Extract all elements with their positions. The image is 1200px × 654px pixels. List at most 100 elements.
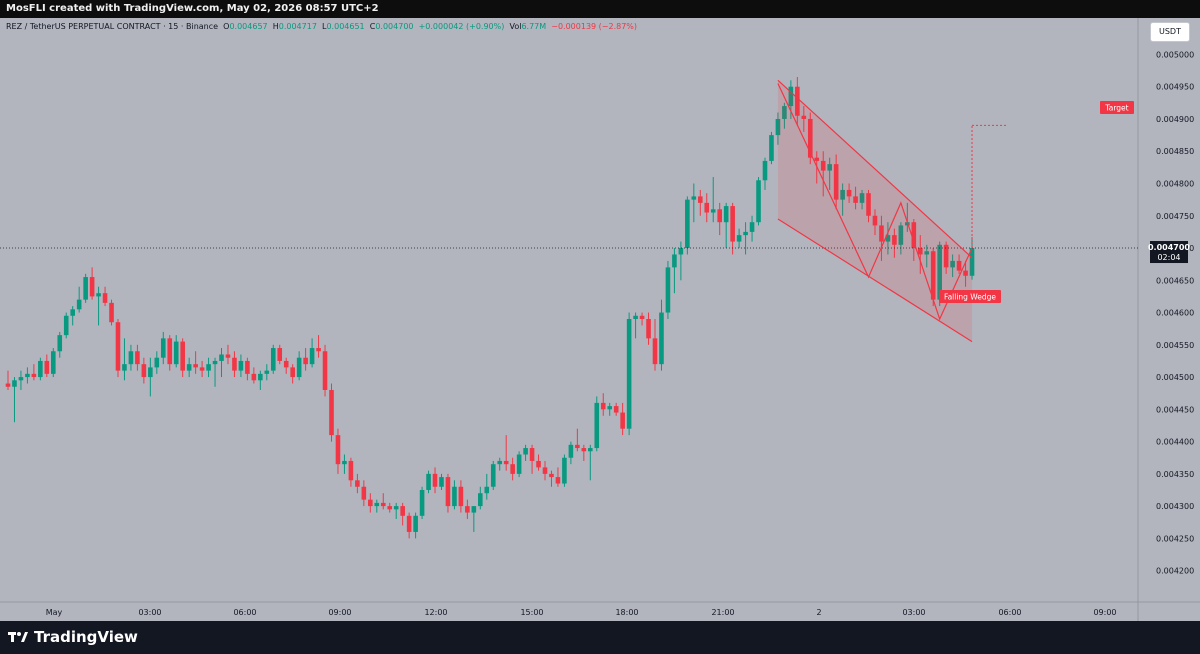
candle-body: [659, 312, 664, 365]
candle-body: [536, 460, 541, 468]
candle-body: [270, 348, 276, 371]
current-price-value: 0.004700: [1148, 243, 1190, 252]
candle-body: [807, 118, 813, 158]
candle-body: [199, 367, 205, 371]
candle-body: [704, 202, 710, 213]
brand-text: TradingView: [34, 628, 138, 646]
candle-body: [154, 357, 160, 368]
candle-body: [756, 180, 761, 223]
candle-body: [18, 377, 24, 381]
y-tick-label: 0.004500: [1156, 373, 1194, 382]
candle-body: [600, 402, 606, 410]
x-tick-label: 09:00: [1093, 608, 1116, 617]
candle-body: [277, 348, 283, 361]
candle-body: [879, 225, 884, 242]
candle-body: [956, 260, 962, 271]
candle-body: [167, 338, 173, 365]
candle-body: [697, 196, 703, 203]
candle-body: [212, 360, 218, 365]
candle-body: [943, 244, 949, 268]
candle-body: [89, 277, 95, 297]
pattern-label-box: [939, 290, 1001, 303]
y-tick-label: 0.004250: [1156, 534, 1194, 543]
candle-body: [445, 477, 451, 507]
price-chart[interactable]: 0.004200 0.004250 0.004300 0.004350 0.004400…: [0, 18, 1200, 621]
y-tick-label: 0.004350: [1156, 470, 1194, 479]
open-label: O: [223, 22, 230, 31]
candle-body: [730, 206, 735, 242]
candle-body: [31, 373, 37, 378]
candle-body: [387, 506, 393, 510]
target-label-box: [1100, 101, 1134, 114]
candle-body: [846, 189, 852, 197]
candle-body: [406, 515, 412, 532]
candle-body: [542, 467, 548, 474]
low-label: L: [322, 22, 327, 31]
wedge-lower-line: [777, 218, 973, 343]
candle-body: [355, 480, 360, 487]
currency-button[interactable]: USDT: [1150, 22, 1190, 42]
candle-body: [743, 231, 748, 236]
candle-body: [575, 444, 580, 449]
x-tick-label: 12:00: [424, 608, 447, 617]
candle-body: [672, 254, 677, 268]
tradingview-brand[interactable]: TradingView: [8, 628, 138, 646]
candle-body: [562, 457, 567, 484]
candle-body: [510, 464, 515, 474]
candle-body: [678, 248, 684, 255]
candle-body: [258, 373, 263, 381]
candle-body: [749, 222, 755, 232]
chart-frame[interactable]: 0.004200 0.004250 0.004300 0.004350 0.004400…: [0, 18, 1200, 621]
candle-body: [652, 338, 658, 365]
candle-body: [892, 235, 897, 245]
candle-body: [76, 299, 82, 310]
vol-value: 6.77M: [521, 22, 547, 31]
candle-body: [723, 206, 729, 223]
candle-body: [490, 464, 496, 487]
candle-body: [452, 486, 457, 507]
candle-body: [917, 248, 923, 255]
candle-body: [283, 360, 289, 368]
footer-bar: TradingView: [0, 621, 1200, 654]
vol-label: Vol: [509, 22, 522, 31]
candle-body: [885, 235, 891, 242]
candle-body: [83, 277, 88, 300]
candle-body: [866, 193, 871, 216]
candle-body: [439, 477, 444, 487]
candle-body: [924, 251, 930, 255]
candle-body: [607, 406, 613, 410]
candle-body: [400, 506, 405, 516]
high-label: H: [272, 22, 279, 31]
candle-body: [374, 502, 380, 507]
candle-body: [859, 193, 865, 203]
candle-body: [368, 499, 373, 507]
candle-body: [160, 338, 166, 358]
candle-body: [309, 348, 315, 365]
symbol-legend: REZ / TetherUS PERPETUAL CONTRACT · 15 ·…: [6, 22, 637, 31]
current-price-tag: [1150, 241, 1188, 264]
candle-body: [833, 164, 839, 200]
candle-body: [44, 360, 50, 374]
candle-body: [180, 341, 185, 371]
candle-body: [290, 367, 295, 378]
candle-body: [555, 477, 561, 484]
vol-change: −0.000139 (−2.87%): [551, 22, 638, 31]
candle-body: [329, 389, 334, 436]
candle-body: [710, 209, 716, 213]
candle-body: [827, 164, 832, 171]
candle-body: [102, 293, 108, 303]
candle-body: [12, 380, 17, 387]
y-tick-label: 0.004850: [1156, 147, 1194, 156]
candle-body: [516, 454, 522, 474]
high-value: 0.004717: [278, 22, 317, 31]
candle-body: [219, 354, 224, 361]
candle-body: [820, 160, 826, 171]
candle-body: [478, 493, 483, 507]
x-tick-label: 03:00: [138, 608, 161, 617]
candle-body: [5, 383, 11, 387]
candle-body: [264, 370, 270, 374]
candle-body: [911, 222, 917, 249]
candle-body: [801, 115, 807, 119]
close-value: 0.004700: [375, 22, 414, 31]
y-tick-label: 0.004450: [1156, 405, 1194, 414]
